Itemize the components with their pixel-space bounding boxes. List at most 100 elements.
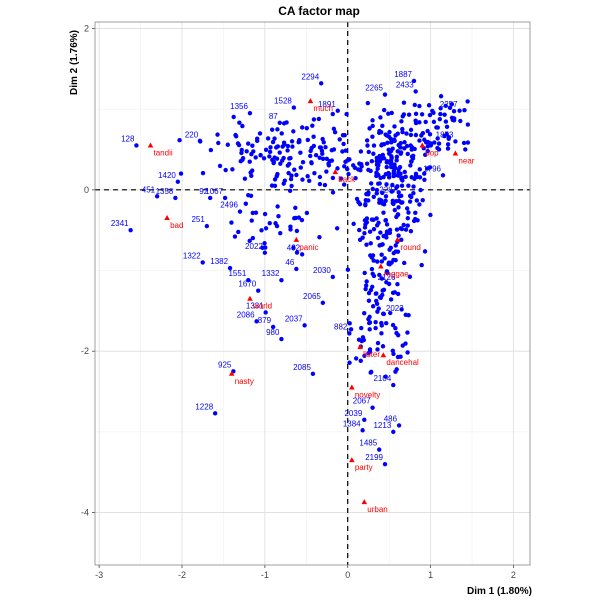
row-point xyxy=(458,118,463,124)
row-point xyxy=(461,140,467,146)
row-point xyxy=(412,146,417,152)
row-point xyxy=(428,141,434,146)
row-point xyxy=(384,222,390,227)
row-point xyxy=(259,228,264,233)
row-point-label: 2287 xyxy=(379,185,397,194)
row-point xyxy=(317,181,323,187)
column-point xyxy=(293,236,300,242)
row-point xyxy=(275,127,280,132)
row-point xyxy=(369,266,375,272)
row-point xyxy=(395,131,400,136)
row-point xyxy=(364,216,370,221)
column-points: much bad world panic back near urban dancehal li… xyxy=(147,98,475,514)
row-point xyxy=(240,123,245,129)
row-point xyxy=(375,259,380,264)
row-point xyxy=(380,123,385,129)
row-point xyxy=(369,217,375,222)
x-tick-label: -1 xyxy=(261,570,269,580)
row-point xyxy=(406,183,411,188)
row-point xyxy=(381,107,387,113)
row-point xyxy=(396,142,401,148)
row-point xyxy=(375,347,380,352)
row-point xyxy=(317,234,322,240)
row-point xyxy=(364,279,369,284)
row-point xyxy=(364,191,369,197)
row-point xyxy=(300,177,305,182)
row-point xyxy=(230,167,235,172)
row-point xyxy=(390,322,396,328)
row-point xyxy=(237,209,243,214)
row-point-label: 2086 xyxy=(237,310,255,319)
row-point xyxy=(363,222,368,227)
row-point xyxy=(422,137,427,142)
row-point xyxy=(154,194,160,199)
row-point xyxy=(279,336,284,342)
row-point xyxy=(269,127,275,132)
column-point xyxy=(164,215,170,221)
row-point xyxy=(291,129,296,134)
row-point xyxy=(248,193,254,199)
row-point-label: 2022 xyxy=(245,242,263,251)
row-point xyxy=(347,157,352,162)
row-point xyxy=(227,265,233,271)
row-point xyxy=(369,369,374,375)
row-point xyxy=(310,371,316,376)
row-point xyxy=(411,190,416,196)
row-point xyxy=(374,191,379,196)
row-point xyxy=(216,140,221,146)
column-point-label: much xyxy=(313,104,333,113)
row-point xyxy=(298,150,303,155)
row-point xyxy=(299,125,305,130)
row-point xyxy=(313,152,319,158)
row-point-label: 925 xyxy=(218,360,232,369)
row-point xyxy=(289,173,294,178)
row-point xyxy=(363,201,368,207)
row-point-label: 1420 xyxy=(158,171,176,180)
row-point xyxy=(347,360,352,365)
row-point xyxy=(345,267,351,272)
row-point xyxy=(422,171,427,176)
row-point xyxy=(404,131,409,136)
row-point xyxy=(198,139,203,144)
row-point xyxy=(449,102,455,107)
row-point xyxy=(267,154,272,159)
column-point-label: world xyxy=(252,302,272,311)
row-point xyxy=(408,127,414,133)
row-point xyxy=(267,149,273,155)
row-point xyxy=(395,291,401,297)
row-point xyxy=(377,272,382,278)
row-point xyxy=(382,461,388,467)
row-point xyxy=(402,260,407,266)
row-point xyxy=(431,119,437,125)
row-point xyxy=(377,197,382,202)
row-point xyxy=(370,304,376,309)
row-point xyxy=(376,220,381,226)
row-point xyxy=(249,173,254,179)
row-point xyxy=(294,250,300,255)
row-point xyxy=(370,118,375,123)
row-point xyxy=(204,223,210,229)
row-point xyxy=(317,155,322,160)
row-point xyxy=(258,152,263,158)
row-point-label: 1670 xyxy=(238,280,256,289)
row-point-label: 1331 xyxy=(246,301,264,310)
row-point xyxy=(463,147,468,152)
row-point xyxy=(403,312,408,318)
row-point xyxy=(422,249,428,254)
row-point xyxy=(246,277,251,283)
row-point xyxy=(229,220,234,225)
row-point xyxy=(407,193,413,199)
row-point xyxy=(379,142,385,147)
row-point xyxy=(362,230,367,236)
row-point xyxy=(392,207,397,213)
row-point xyxy=(378,115,383,120)
row-point xyxy=(437,116,443,122)
row-point xyxy=(331,147,337,152)
row-point xyxy=(367,229,373,234)
row-point xyxy=(272,136,277,141)
row-point xyxy=(377,128,382,134)
row-point xyxy=(393,165,398,171)
column-point-label: lister xyxy=(363,350,380,359)
row-point xyxy=(396,194,402,199)
row-point-label: 1382 xyxy=(210,257,228,266)
